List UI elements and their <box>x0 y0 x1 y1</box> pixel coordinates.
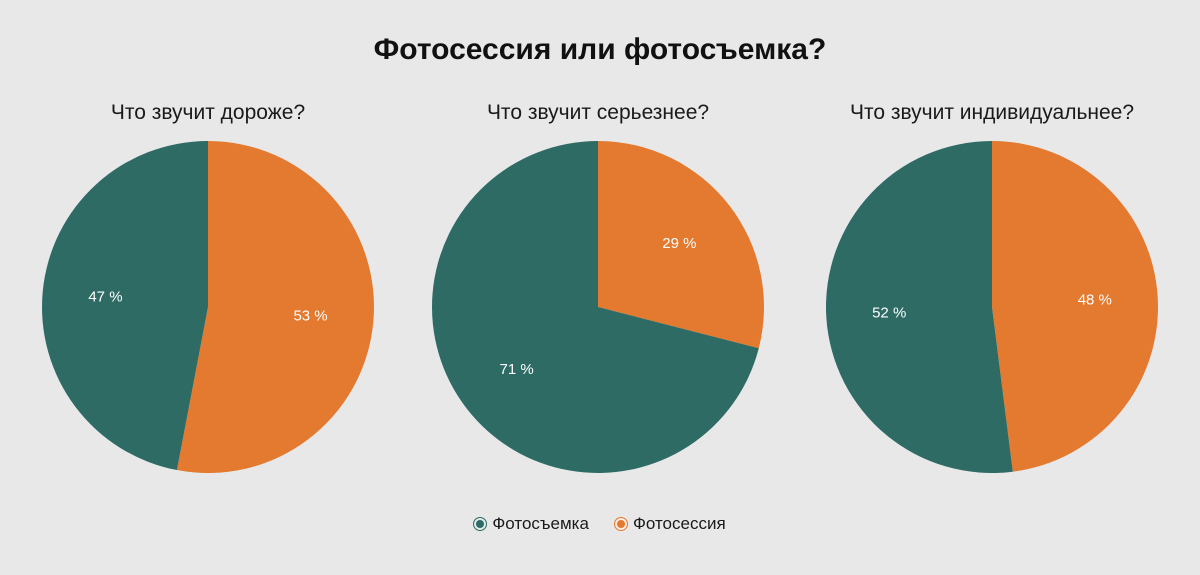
legend-label-fotosyemka: Фотосъемка <box>492 514 589 533</box>
pie-2-label-fotosessiya: 29 % <box>662 235 696 252</box>
pie-1-label-fotosyemka: 47 % <box>88 288 122 305</box>
pie-1-slice-fotosyemka <box>41 141 209 471</box>
legend-swatch-fotosessiya <box>614 518 627 530</box>
legend: Фотосъемка Фотосессия <box>0 514 1200 534</box>
pie-title-3: Что звучит индивидуальнее? <box>849 101 1135 124</box>
pie-3-label-fotosyemka: 52 % <box>872 304 906 321</box>
pie-title-1: Что звучит дороже? <box>110 101 306 124</box>
legend-swatch-fotosyemka <box>474 518 487 530</box>
pie-1-slice-fotosessiya <box>176 141 374 473</box>
pie-2-slice-fotosessiya <box>598 141 764 349</box>
legend-item-fotosyemka: Фотосъемка <box>474 514 589 534</box>
pie-title-2: Что звучит серьезнее? <box>486 101 710 124</box>
pie-1-label-fotosessiya: 53 % <box>293 308 327 325</box>
pie-3-label-fotosessiya: 48 % <box>1078 292 1112 309</box>
pie-3-slice-fotosyemka <box>825 141 1013 474</box>
pie-3-slice-fotosessiya <box>992 141 1158 472</box>
legend-label-fotosessiya: Фотосессия <box>632 514 726 533</box>
chart-title: Фотосессия или фотосъемка? <box>373 33 827 66</box>
legend-item-fotosessiya: Фотосессия <box>614 514 726 534</box>
pie-2-slice-fotosyemka <box>431 141 759 473</box>
pie-2-label-fotosyemka: 71 % <box>500 361 534 378</box>
